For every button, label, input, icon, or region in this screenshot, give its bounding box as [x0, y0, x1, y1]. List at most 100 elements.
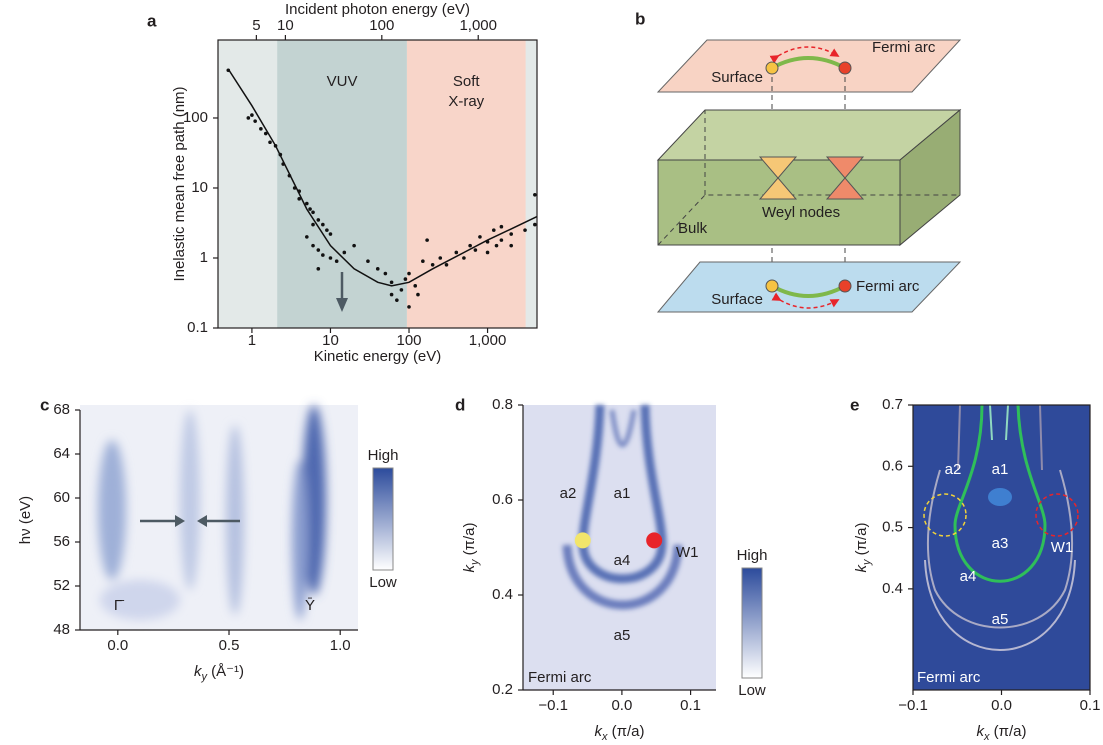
- region-label: VUV: [327, 73, 358, 90]
- axis-label: ky (Å⁻¹): [194, 663, 244, 683]
- data-point: [297, 197, 302, 201]
- data-point: [407, 271, 411, 276]
- data-point: [268, 140, 272, 145]
- node: [765, 61, 779, 75]
- data-point: [308, 207, 312, 211]
- panel-label: a: [147, 11, 157, 30]
- curve: [227, 68, 538, 287]
- x-tick-label: 1,000: [469, 332, 507, 349]
- y-tick-label: 68: [53, 401, 70, 418]
- weyl-cone: [758, 156, 798, 200]
- data-point: [413, 284, 418, 288]
- y-tick-label: 0.8: [492, 396, 513, 413]
- data-point: [273, 144, 278, 148]
- y-tick-label: 0.4: [492, 586, 513, 603]
- panel-label: e: [850, 395, 859, 414]
- axis-symbol: k: [194, 663, 203, 680]
- node: [838, 61, 852, 75]
- axis-symbol: k: [976, 723, 985, 740]
- x2-tick-label: 10: [277, 17, 294, 34]
- axis-label: Inelastic mean free path (nm): [171, 86, 188, 281]
- label: Bulk: [678, 220, 708, 237]
- colorbar-high: High: [737, 547, 768, 564]
- highlight: [1035, 493, 1079, 537]
- axis-label: Kinetic energy (eV): [314, 348, 442, 365]
- label: Surface: [711, 69, 763, 86]
- data-point: [316, 267, 321, 271]
- annotation: W1: [676, 544, 699, 561]
- data-point: [403, 277, 408, 281]
- panel-label: b: [635, 9, 645, 28]
- data-point: [375, 267, 380, 271]
- y-tick-label: 60: [53, 489, 70, 506]
- label: Weyl nodes: [762, 204, 840, 221]
- data-point: [316, 218, 321, 222]
- colorbar-high: High: [368, 447, 399, 464]
- data-point: [494, 243, 499, 248]
- x2-tick-label: 5: [252, 17, 260, 34]
- y-tick-label: 64: [53, 445, 70, 462]
- data-point: [416, 292, 420, 297]
- data-point: [395, 298, 399, 302]
- panel-label: d: [455, 395, 465, 414]
- data-point: [278, 152, 283, 157]
- annotation: a3: [992, 535, 1009, 552]
- data-point: [311, 243, 315, 248]
- annotation: Fermi arc: [528, 669, 592, 686]
- annotation: a2: [945, 461, 962, 478]
- data-point: [263, 131, 268, 136]
- arcs: [562, 404, 683, 610]
- x-tick-label: 0.5: [219, 637, 240, 654]
- y-tick-label: 0.1: [187, 319, 208, 336]
- panel-label: c: [40, 395, 49, 414]
- data-point: [574, 532, 591, 549]
- y-tick-label: 52: [53, 577, 70, 594]
- arc-arrow: [771, 292, 840, 309]
- data-point: [462, 256, 466, 260]
- data-point: [311, 222, 315, 227]
- node: [765, 279, 779, 293]
- annotation: W1: [1051, 539, 1074, 556]
- intensity: [98, 405, 326, 620]
- data-point: [491, 228, 496, 232]
- data-point: [425, 238, 429, 242]
- colorbar-low: Low: [369, 574, 397, 591]
- data-point: [421, 259, 425, 263]
- data-point: [646, 532, 663, 549]
- map-image: [523, 404, 716, 690]
- axis-subscript: y: [861, 558, 873, 566]
- data-point: [383, 271, 388, 276]
- y-tick-label: 1: [200, 249, 208, 266]
- axis-label: kx (π/a): [976, 723, 1026, 743]
- arrow-head: [336, 298, 348, 312]
- axis-subscript: y: [469, 558, 481, 566]
- colorbar: [372, 467, 394, 571]
- data-point: [297, 189, 302, 193]
- data-point: [478, 235, 482, 239]
- axis-label: hν (eV): [17, 496, 34, 544]
- y-tick-label: 48: [53, 621, 70, 638]
- data-point: [328, 232, 333, 236]
- data-point: [334, 259, 339, 263]
- x-tick-label: 0.1: [1080, 697, 1101, 714]
- x-tick-label: 100: [396, 332, 421, 349]
- axis-symbol: k: [594, 723, 603, 740]
- x-tick-label: 0.0: [611, 697, 632, 714]
- data-point: [533, 222, 537, 227]
- data-point: [352, 243, 356, 248]
- data-point: [389, 292, 394, 297]
- data-point: [246, 116, 251, 120]
- annotation: a4: [960, 568, 977, 585]
- axis-unit: (Å⁻¹): [207, 663, 244, 680]
- y-tick-label: 0.7: [882, 396, 903, 413]
- label: Surface: [711, 291, 763, 308]
- label: Fermi arc: [872, 39, 936, 56]
- data-point: [287, 173, 292, 178]
- image-bg: [913, 405, 1090, 690]
- annotation: a5: [992, 611, 1009, 628]
- y-tick-label: 56: [53, 533, 70, 550]
- data-point: [473, 248, 478, 252]
- data-point: [328, 256, 333, 260]
- axis-unit: (π/a): [989, 723, 1026, 740]
- data-point: [533, 192, 537, 197]
